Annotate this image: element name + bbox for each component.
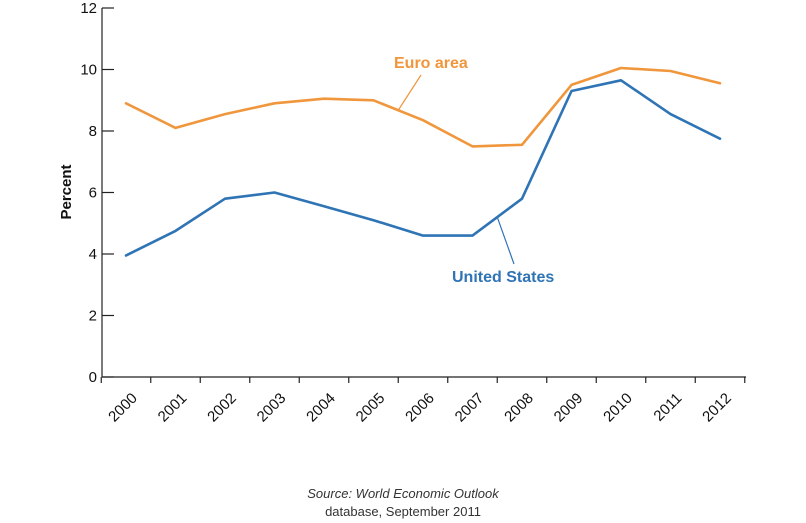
y-tick-label: 8 xyxy=(89,123,97,140)
y-tick-label: 10 xyxy=(80,62,97,79)
x-tick-label: 2000 xyxy=(105,390,141,426)
x-tick-label: 2012 xyxy=(699,390,735,426)
euro-area-label: Euro area xyxy=(394,55,468,72)
y-tick-label: 2 xyxy=(89,308,97,325)
x-tick-label: 2007 xyxy=(452,390,488,426)
y-tick-label: 6 xyxy=(89,185,97,202)
x-tick-label: 2001 xyxy=(155,390,191,426)
x-tick-label: 2003 xyxy=(254,390,290,426)
y-tick-label: 0 xyxy=(89,369,97,386)
x-tick-label: 2005 xyxy=(353,390,389,426)
united-states-label: United States xyxy=(452,269,554,286)
euro-area-leader xyxy=(397,74,422,111)
united-states-line xyxy=(124,79,722,257)
euro-area-line xyxy=(124,66,722,148)
chart-series-labels: Euro area United States xyxy=(394,55,554,286)
x-tick-label: 2010 xyxy=(600,390,636,426)
x-tick-label: 2002 xyxy=(204,390,240,426)
united-states-leader xyxy=(496,216,515,265)
source-line-2: database, September 2011 xyxy=(325,504,481,519)
source-line-1: Source: World Economic Outlook xyxy=(307,486,499,501)
y-tick-label: 4 xyxy=(89,246,97,263)
y-tick-label: 12 xyxy=(80,0,97,17)
y-axis-label: Percent xyxy=(58,164,75,219)
x-tick-label: 2004 xyxy=(303,390,339,426)
x-tick-label: 2011 xyxy=(650,390,685,425)
x-tick-label: 2008 xyxy=(501,390,537,426)
x-tick-label: 2006 xyxy=(402,390,438,426)
x-tick-label: 2009 xyxy=(551,390,587,426)
chart-series xyxy=(124,66,722,257)
